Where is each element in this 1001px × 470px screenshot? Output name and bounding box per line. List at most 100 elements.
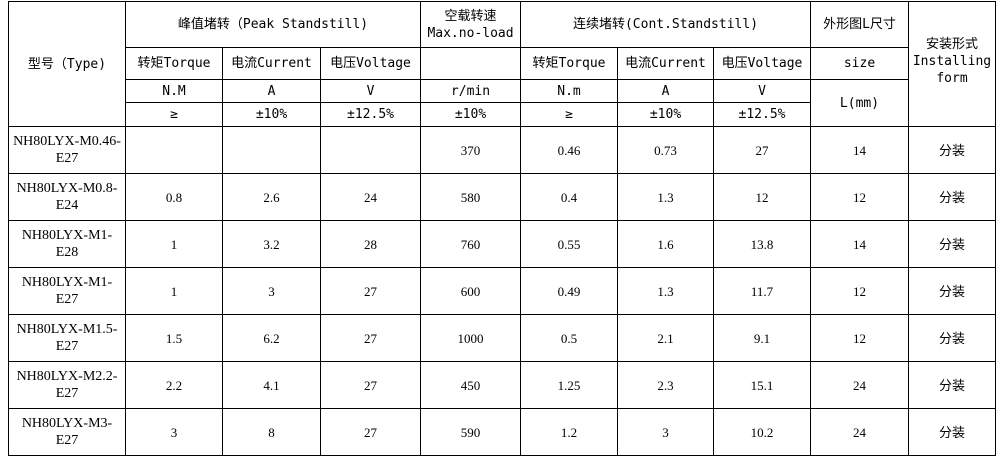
unit-peak-torque: N.M	[125, 79, 223, 103]
table-row: NH80LYX-M0.46-E27 370 0.46 0.73 27 14 分装	[8, 126, 996, 174]
header-cont-standstill: 连续堵转(Cont.Standstill)	[520, 1, 811, 48]
tol-peak-voltage: ±12.5%	[320, 102, 421, 127]
unit-cont-voltage: V	[713, 79, 811, 103]
cell-model: NH80LYX-M2.2-E27	[8, 361, 126, 409]
cell-model: NH80LYX-M0.8-E24	[8, 173, 126, 221]
header-install: 安装形式 Installing form	[908, 1, 996, 127]
cell-peak-torque: 1	[125, 220, 223, 268]
unit-speed: r/min	[420, 79, 521, 103]
table-row: NH80LYX-M1.5-E27 1.5 6.2 27 1000 0.5 2.1 9.1 12 分…	[8, 314, 996, 362]
cell-peak-voltage	[320, 126, 421, 174]
cell-noload-speed: 760	[420, 220, 521, 268]
header-peak-standstill: 峰值堵转（Peak Standstill)	[125, 1, 421, 48]
cell-cont-current: 2.3	[617, 361, 714, 409]
unit-peak-voltage: V	[320, 79, 421, 103]
cell-noload-speed: 580	[420, 173, 521, 221]
table-row: NH80LYX-M1-E27 1 3 27 600 0.49 1.3 11.7 12 分装	[8, 267, 996, 315]
unit-peak-current: A	[222, 79, 321, 103]
header-peak-torque: 转矩Torque	[125, 47, 223, 80]
cell-cont-torque: 0.49	[520, 267, 618, 315]
cell-noload-speed: 600	[420, 267, 521, 315]
cell-model: NH80LYX-M1.5-E27	[8, 314, 126, 362]
motor-spec-table: 型号（Type) 峰值堵转（Peak Standstill) 空载转速 Max.n…	[8, 1, 996, 456]
header-size: size	[810, 47, 909, 80]
cell-cont-voltage: 27	[713, 126, 811, 174]
header-type: 型号（Type)	[8, 1, 126, 127]
header-noload-blank	[420, 47, 521, 80]
header-peak-current: 电流Current	[222, 47, 321, 80]
table-row: NH80LYX-M1-E28 1 3.2 28 760 0.55 1.6 13.8 14 分装	[8, 220, 996, 268]
header-size-cn: 外形图L尺寸	[810, 1, 909, 48]
header-cont-torque: 转矩Torque	[520, 47, 618, 80]
cell-cont-torque: 1.25	[520, 361, 618, 409]
cell-cont-torque: 0.55	[520, 220, 618, 268]
unit-cont-current: A	[617, 79, 714, 103]
cell-length: 12	[810, 314, 909, 362]
cell-cont-voltage: 10.2	[713, 408, 811, 456]
cell-peak-voltage: 28	[320, 220, 421, 268]
cell-model: NH80LYX-M1-E27	[8, 267, 126, 315]
cell-peak-torque: 3	[125, 408, 223, 456]
cell-model: NH80LYX-M1-E28	[8, 220, 126, 268]
tol-peak-current: ±10%	[222, 102, 321, 127]
cell-cont-voltage: 15.1	[713, 361, 811, 409]
table-row: NH80LYX-M3-E27 3 8 27 590 1.2 3 10.2 24 分装	[8, 408, 996, 456]
cell-noload-speed: 590	[420, 408, 521, 456]
unit-cont-torque: N.m	[520, 79, 618, 103]
cell-length: 24	[810, 361, 909, 409]
cell-model: NH80LYX-M0.46-E27	[8, 126, 126, 174]
cell-peak-current: 3.2	[222, 220, 321, 268]
cell-peak-voltage: 27	[320, 267, 421, 315]
cell-install-form: 分装	[908, 361, 996, 409]
cell-length: 14	[810, 126, 909, 174]
cell-cont-torque: 1.2	[520, 408, 618, 456]
cell-install-form: 分装	[908, 267, 996, 315]
cell-cont-voltage: 13.8	[713, 220, 811, 268]
cell-noload-speed: 1000	[420, 314, 521, 362]
cell-noload-speed: 450	[420, 361, 521, 409]
cell-length: 12	[810, 173, 909, 221]
cell-cont-current: 1.6	[617, 220, 714, 268]
cell-peak-voltage: 27	[320, 361, 421, 409]
cell-peak-current: 8	[222, 408, 321, 456]
cell-cont-torque: 0.5	[520, 314, 618, 362]
cell-cont-torque: 0.46	[520, 126, 618, 174]
cell-install-form: 分装	[908, 408, 996, 456]
header-cont-voltage: 电压Voltage	[713, 47, 811, 80]
cell-peak-voltage: 27	[320, 408, 421, 456]
header-cont-current: 电流Current	[617, 47, 714, 80]
header-noload: 空载转速 Max.no-load	[420, 1, 521, 48]
cell-peak-current: 3	[222, 267, 321, 315]
cell-length: 12	[810, 267, 909, 315]
cell-cont-current: 1.3	[617, 173, 714, 221]
cell-cont-torque: 0.4	[520, 173, 618, 221]
cell-length: 14	[810, 220, 909, 268]
cell-cont-voltage: 11.7	[713, 267, 811, 315]
cell-peak-voltage: 27	[320, 314, 421, 362]
tol-speed: ±10%	[420, 102, 521, 127]
cell-peak-torque	[125, 126, 223, 174]
tol-cont-torque: ≥	[520, 102, 618, 127]
cell-install-form: 分装	[908, 220, 996, 268]
header-peak-voltage: 电压Voltage	[320, 47, 421, 80]
table-row: NH80LYX-M2.2-E27 2.2 4.1 27 450 1.25 2.3 15.1 24…	[8, 361, 996, 409]
cell-peak-torque: 2.2	[125, 361, 223, 409]
cell-install-form: 分装	[908, 173, 996, 221]
cell-cont-voltage: 12	[713, 173, 811, 221]
cell-peak-current	[222, 126, 321, 174]
cell-cont-current: 1.3	[617, 267, 714, 315]
cell-cont-current: 2.1	[617, 314, 714, 362]
cell-peak-torque: 0.8	[125, 173, 223, 221]
cell-peak-current: 6.2	[222, 314, 321, 362]
cell-length: 24	[810, 408, 909, 456]
cell-peak-current: 2.6	[222, 173, 321, 221]
cell-install-form: 分装	[908, 314, 996, 362]
cell-model: NH80LYX-M3-E27	[8, 408, 126, 456]
cell-peak-torque: 1.5	[125, 314, 223, 362]
cell-cont-voltage: 9.1	[713, 314, 811, 362]
cell-noload-speed: 370	[420, 126, 521, 174]
tol-cont-voltage: ±12.5%	[713, 102, 811, 127]
cell-peak-torque: 1	[125, 267, 223, 315]
cell-peak-current: 4.1	[222, 361, 321, 409]
unit-length: L(mm)	[810, 79, 909, 127]
